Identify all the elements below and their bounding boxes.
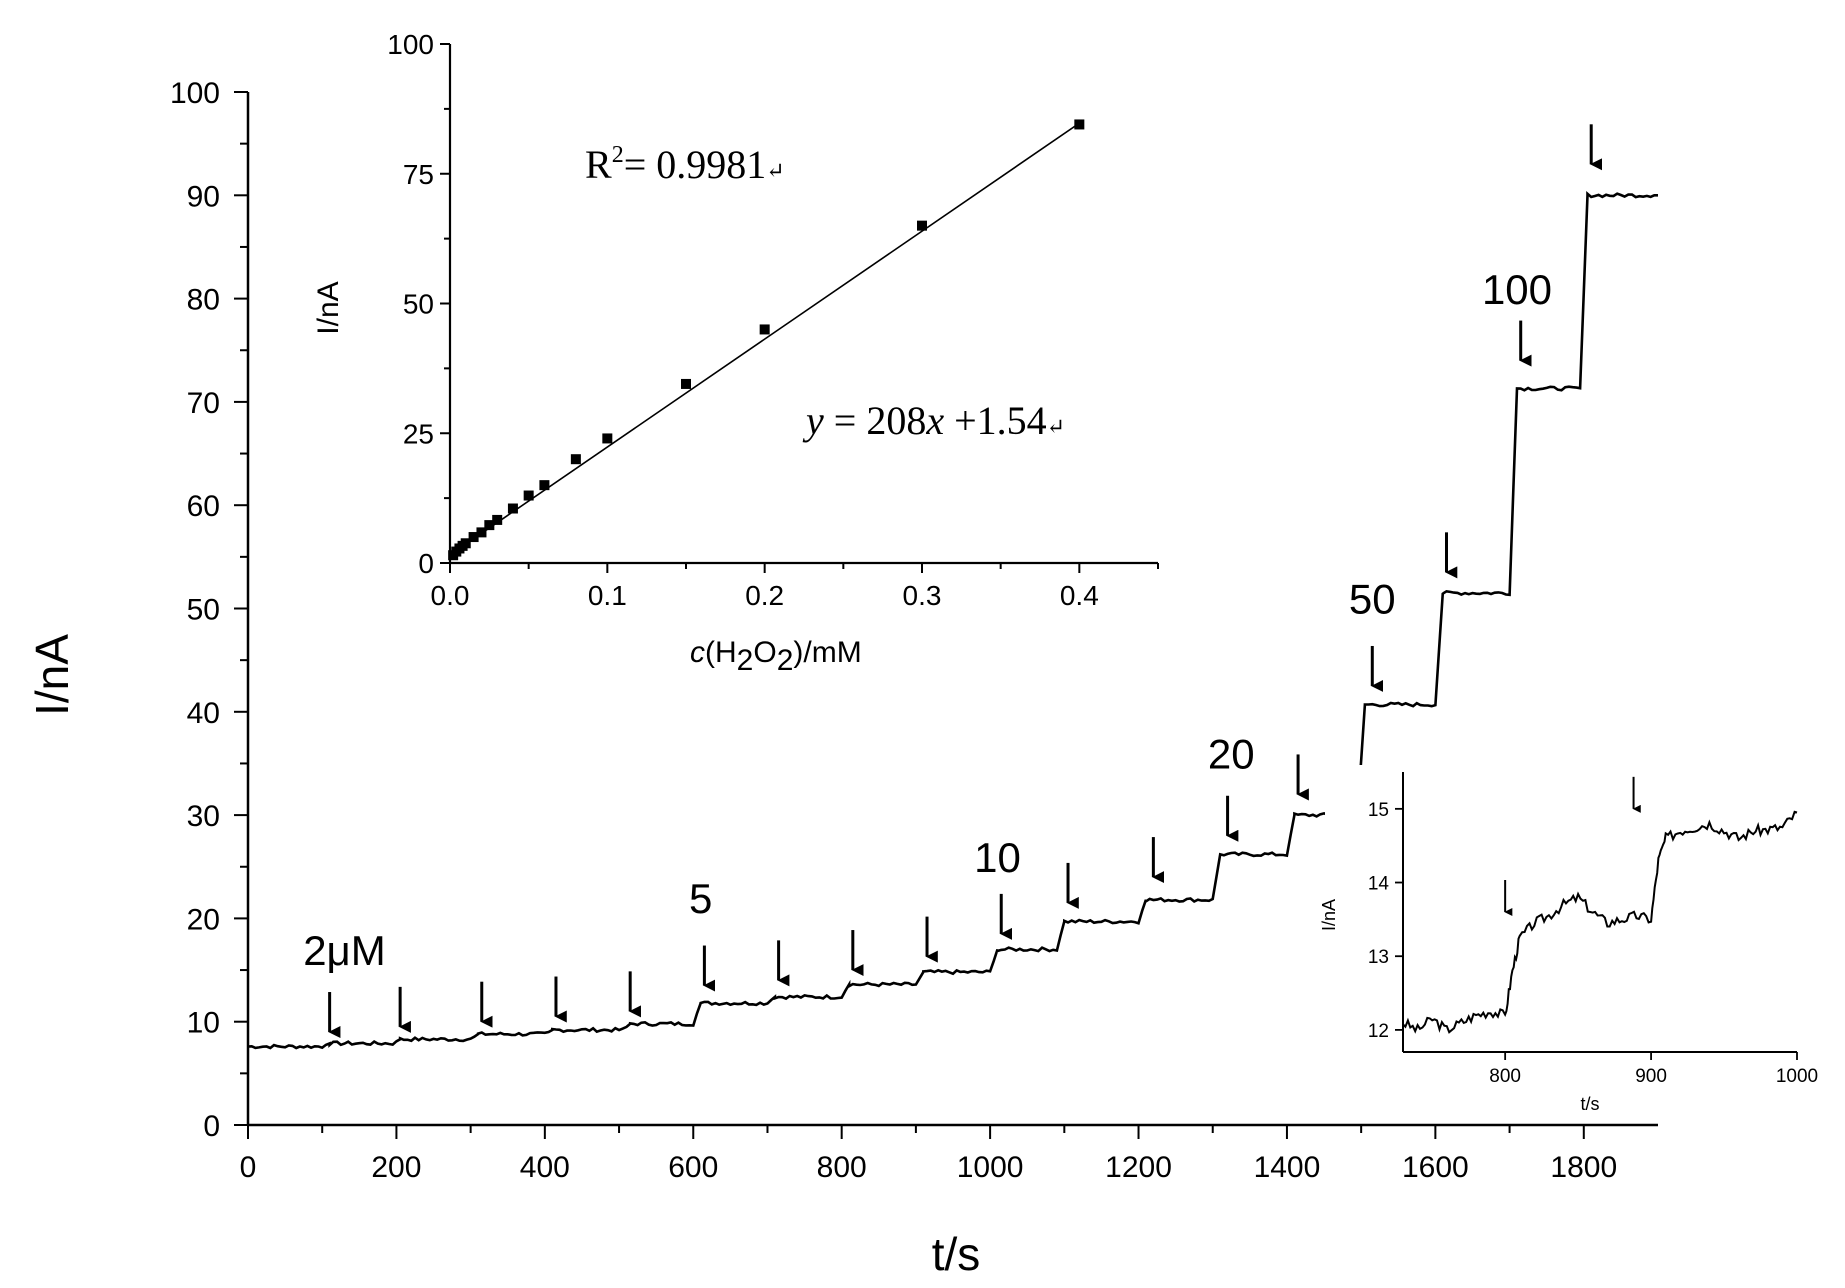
calibration-y-tick-label: 100 [387, 29, 434, 60]
main-tick-labels: 0 200 400 600 800 1000 1200 1400 1600 18000102030… [170, 77, 1617, 1184]
calibration-point [570, 454, 581, 465]
regression-equation: y = 208x +1.54↵ [802, 398, 1065, 443]
calibration-y-tick-label: 75 [403, 159, 434, 190]
concentration-label: 10 [974, 834, 1021, 881]
zoom-x-tick-label: 900 [1635, 1066, 1667, 1087]
calibration-data-points [448, 119, 1085, 561]
calibration-y-axis-label: I/nA [312, 281, 345, 334]
main-x-tick-label: 400 [520, 1151, 570, 1184]
main-y-tick-label: 40 [187, 697, 220, 730]
main-y-tick-label: 50 [187, 594, 220, 627]
calibration-x-tick-label: 0.4 [1060, 580, 1099, 611]
main-y-axis-label: I/nA [26, 634, 78, 716]
calibration-tick-marks [440, 43, 1159, 573]
main-x-tick-label: 200 [371, 1151, 421, 1184]
zoom-tick-marks [1395, 807, 1798, 1060]
current-trace-line [247, 190, 1658, 1050]
zoom-y-tick-label: 15 [1368, 800, 1389, 821]
calibration-point [476, 527, 487, 538]
main-x-tick-label: 1400 [1254, 1151, 1321, 1184]
zoom-injection-arrows [1504, 776, 1641, 916]
concentration-label: 50 [1349, 576, 1396, 623]
main-y-tick-label: 30 [187, 800, 220, 833]
main-x-axis-label: t/s [932, 1228, 981, 1280]
main-x-tick-label: 1800 [1550, 1151, 1617, 1184]
main-y-tick-label: 80 [187, 284, 220, 317]
main-tick-marks [234, 91, 1585, 1139]
zoom-y-axis-label: I/nA [1319, 899, 1339, 931]
calibration-point [681, 378, 691, 389]
calibration-point [484, 520, 495, 531]
main-y-tick-label: 0 [203, 1110, 220, 1143]
main-x-tick-label: 1200 [1105, 1151, 1172, 1184]
calibration-point [1074, 119, 1085, 130]
calibration-x-tick-label: 0.0 [431, 580, 470, 611]
calibration-point [460, 538, 471, 549]
calibration-tick-labels: 0.0 0.1 0.2 0.3 0.4 0 25 50 75 100 [387, 29, 1099, 611]
main-x-tick-label: 600 [668, 1151, 718, 1184]
main-y-tick-label: 60 [187, 490, 220, 523]
calibration-point [917, 220, 927, 231]
calibration-inset-chart: 0.0 0.1 0.2 0.3 0.4 0 25 50 75 100 R2= 0.9981↵ y … [312, 20, 1180, 677]
concentration-label: 100 [1482, 266, 1552, 313]
zoom-axes [1402, 772, 1797, 1053]
calibration-point [539, 480, 550, 491]
main-y-tick-label: 20 [187, 903, 220, 936]
r-squared-label: R2= 0.9981↵ [585, 142, 785, 187]
zoom-trace-line [1402, 810, 1798, 1034]
calibration-point [492, 514, 503, 525]
calibration-x-axis-label: c(H2O2)/mM [690, 636, 862, 677]
main-y-tick-label: 90 [187, 180, 220, 213]
zoom-y-tick-label: 12 [1368, 1021, 1389, 1042]
calibration-point [468, 532, 479, 543]
main-x-tick-label: 1600 [1402, 1151, 1469, 1184]
calibration-x-tick-label: 0.2 [745, 580, 784, 611]
zoom-tick-labels: 800 900 1000 12 13 14 15 [1368, 800, 1818, 1087]
zoom-y-tick-label: 13 [1368, 947, 1389, 968]
calibration-fit-line [449, 122, 1080, 556]
calibration-x-tick-label: 0.1 [588, 580, 627, 611]
zoom-inset-background [1325, 765, 1825, 1120]
zoom-x-tick-label: 800 [1489, 1066, 1521, 1087]
calibration-y-tick-label: 50 [403, 289, 434, 320]
main-x-tick-label: 800 [817, 1151, 867, 1184]
main-chart: 0 200 400 600 800 1000 1200 1400 1600 18000102030… [26, 77, 1658, 1280]
zoom-y-tick-label: 14 [1368, 874, 1390, 895]
concentration-label: 2μM [303, 927, 386, 974]
zoom-x-tick-label: 1000 [1776, 1066, 1818, 1087]
injection-arrows [328, 124, 1603, 1039]
main-y-tick-label: 10 [187, 1007, 220, 1040]
zoom-inset-chart: 800 900 1000 12 13 14 15 t/s I/nA [1319, 765, 1825, 1120]
main-x-tick-label: 1000 [957, 1151, 1024, 1184]
calibration-point [759, 324, 770, 335]
main-y-tick-label: 100 [170, 77, 220, 110]
calibration-y-tick-label: 25 [403, 418, 434, 449]
main-y-tick-label: 70 [187, 387, 220, 420]
calibration-inset-background [380, 20, 1180, 660]
zoom-x-axis-label: t/s [1580, 1094, 1599, 1114]
concentration-label: 5 [689, 875, 712, 922]
calibration-y-tick-label: 0 [418, 548, 434, 579]
main-x-tick-label: 0 [240, 1151, 257, 1184]
calibration-point [507, 503, 518, 514]
calibration-point [523, 490, 534, 501]
concentration-annotations: 2μM 5 10 20 50 100 [303, 266, 1552, 974]
calibration-x-tick-label: 0.3 [903, 580, 942, 611]
concentration-label: 20 [1208, 731, 1255, 778]
calibration-point [602, 433, 613, 444]
